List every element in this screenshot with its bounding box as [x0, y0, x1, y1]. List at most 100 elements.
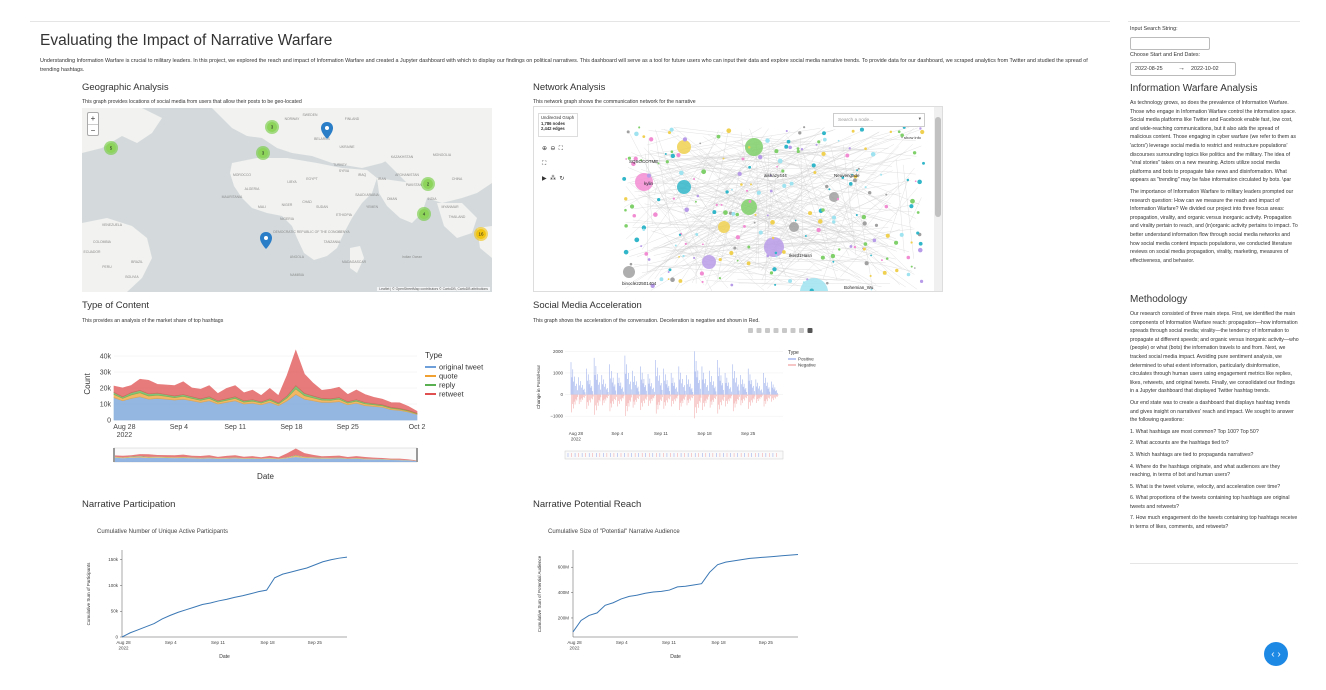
graph-edge — [903, 164, 914, 259]
cluster-core — [267, 122, 277, 132]
graph-node — [782, 183, 787, 188]
graph-edge — [666, 175, 817, 245]
zoom-out-button[interactable]: − — [90, 126, 96, 135]
graph-edge — [625, 186, 705, 285]
cluster-core — [258, 148, 268, 158]
map-label: IRAN — [378, 177, 387, 181]
legend-title: Type — [788, 350, 799, 356]
fullscreen-icon[interactable]: ⛶ — [542, 161, 547, 167]
show-info-link[interactable]: show info — [904, 135, 921, 140]
logo-icon[interactable] — [807, 328, 813, 333]
graph-edge — [648, 150, 669, 182]
graph-node — [746, 261, 751, 266]
y-tick-label: 40k — [100, 354, 112, 361]
map-cluster-marker[interactable]: 4 — [417, 207, 431, 221]
network-graph[interactable]: SQSOCOTME kylin aishazy444 Neuvengade Ikerd1… — [533, 106, 943, 292]
graph-edge — [738, 256, 886, 264]
graph-node — [624, 224, 628, 228]
participation-chart[interactable]: Cumulative Number of Unique Active Parti… — [82, 522, 362, 662]
graph-node — [735, 235, 741, 240]
graph-node — [626, 130, 630, 134]
map-cluster-marker[interactable]: 5 — [104, 141, 118, 155]
graph-hub-node — [718, 221, 730, 233]
content-chart[interactable]: 0 10k 20k 30k 40k Aug 28 2022 Sep 4 Sep 11 Sep 18… — [82, 340, 502, 485]
question-item: 3. Which hashtags are tied to propaganda… — [1130, 451, 1254, 458]
graph-edge — [764, 144, 770, 255]
graph-node — [861, 214, 867, 220]
graph-edge — [663, 156, 861, 281]
graph-node — [668, 268, 672, 272]
home-icon[interactable] — [799, 328, 804, 333]
map-attribution[interactable]: Leaflet | © OpenStreetMap contributors ©… — [377, 287, 490, 291]
graph-edges — [623, 127, 922, 291]
graph-edge — [632, 225, 874, 228]
accel-chart[interactable]: −1000 0 1000 2000 Aug 28 2022 Sep 4 Sep 11 Sep 1… — [533, 325, 833, 465]
map-label: SWEDEN — [303, 113, 318, 117]
lasso-icon[interactable] — [782, 328, 787, 333]
graph-edge — [764, 130, 862, 176]
zoom-in-icon[interactable]: ⊕ — [542, 146, 548, 152]
map-cluster-marker[interactable]: 16 — [474, 227, 488, 241]
graph-node — [786, 139, 791, 144]
box-icon[interactable] — [773, 328, 779, 333]
x-axis-label: Date — [219, 654, 230, 660]
map-label: DEMOCRATIC REPUBLIC OF THE CONGO — [273, 230, 341, 234]
camera-icon[interactable] — [748, 328, 753, 333]
geo-map[interactable]: FINLAND SWEDEN NORWAY BELARUS UKRAINE KAZAKHS… — [82, 108, 492, 292]
graph-edge — [675, 241, 851, 255]
start-date-input[interactable]: 2022-08-25 — [1135, 66, 1163, 72]
map-cluster-marker[interactable]: 3 — [256, 146, 270, 160]
graph-node — [718, 258, 722, 262]
content-subtitle: This provides an analysis of the market … — [82, 318, 224, 324]
graph-node — [916, 211, 920, 214]
graph-node — [774, 283, 777, 286]
map-label: EGYPT — [306, 177, 318, 181]
map-cluster-marker[interactable]: 2 — [421, 177, 435, 191]
graph-node — [776, 165, 778, 168]
graph-node — [918, 241, 923, 246]
end-date-input[interactable]: 2022-10-02 — [1191, 66, 1219, 72]
play-icon[interactable]: ▶ — [542, 176, 547, 182]
graph-edge — [840, 187, 918, 277]
scrollbar[interactable] — [934, 107, 942, 291]
graph-node — [910, 265, 913, 268]
graph-node — [623, 249, 629, 255]
map-pin-icon[interactable] — [260, 232, 272, 249]
graph-node — [659, 277, 664, 282]
zoom-out-icon[interactable]: ⊖ — [550, 146, 556, 152]
x-tick-label: Sep 11 — [662, 640, 676, 645]
graph-edge — [668, 217, 786, 224]
graph-edge — [745, 209, 877, 285]
page-title: Evaluating the Impact of Narrative Warfa… — [40, 32, 333, 49]
graph-node — [864, 147, 867, 151]
methodology-text: Our research consisted of three main ste… — [1130, 310, 1300, 535]
pan-icon[interactable] — [765, 328, 770, 333]
graph-edge — [654, 137, 754, 280]
map-pin-icon[interactable] — [321, 122, 333, 139]
graph-node — [718, 276, 722, 280]
map-label: ANGOLA — [290, 255, 305, 259]
node-search-select[interactable]: Search a node... ▾ — [833, 113, 925, 127]
x-tick-label: Sep 18 — [697, 431, 712, 436]
graph-edge — [705, 246, 767, 291]
x-tick-label: Sep 4 — [170, 424, 188, 431]
map-cluster-marker[interactable]: 3 — [265, 120, 279, 134]
graph-node — [731, 211, 736, 216]
reset-icon[interactable] — [790, 328, 796, 333]
zoom-in-button[interactable]: + — [88, 113, 98, 125]
search-input[interactable] — [1130, 37, 1210, 50]
graph-node — [831, 215, 837, 220]
zoom-icon[interactable] — [756, 328, 762, 333]
graph-node — [674, 244, 677, 247]
graph-edge — [743, 127, 802, 172]
fit-icon[interactable]: ⛶ — [558, 146, 563, 152]
graph-edge — [888, 177, 909, 237]
graph-edge — [674, 127, 877, 291]
graph-node — [693, 178, 696, 181]
graph-toolbar: ⊕ ⊖ ⛶ ⛶ ▶ ⁂ ↻ — [542, 142, 572, 187]
participation-title: Narrative Participation — [82, 499, 176, 510]
layout-icon[interactable]: ⁂ — [549, 176, 556, 182]
reset-icon[interactable]: ↻ — [559, 176, 565, 182]
code-toggle-button[interactable]: ‹ › — [1264, 642, 1288, 666]
reach-chart[interactable]: Cumulative Size of "Potential" Narrative… — [533, 522, 813, 662]
